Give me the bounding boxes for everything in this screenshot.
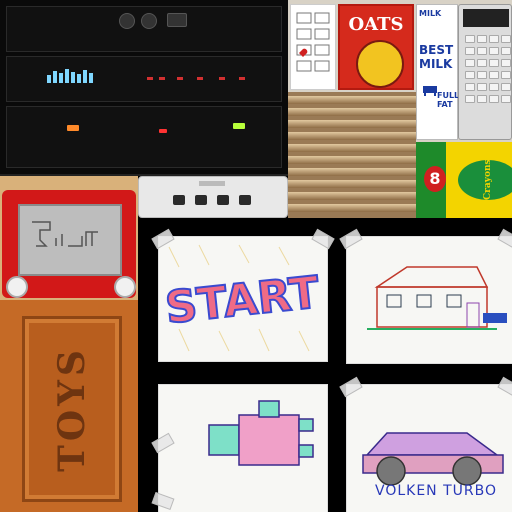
oats-title: OATS — [348, 14, 404, 35]
stereo-rack[interactable] — [0, 0, 288, 176]
start-label: START — [163, 267, 322, 334]
basket-weave — [288, 96, 416, 104]
house-drawing[interactable] — [339, 228, 512, 364]
ingredients-grid — [296, 12, 330, 72]
etch-sketch[interactable] — [2, 190, 136, 298]
toy-chest[interactable]: TOYS — [0, 300, 138, 512]
calculator-key[interactable] — [465, 83, 475, 91]
heart-icon — [299, 48, 308, 57]
basket-weave — [288, 192, 416, 200]
calculator-key[interactable] — [465, 71, 475, 79]
basket-weave — [288, 120, 416, 128]
robot-art — [208, 400, 314, 466]
ingredients-label-panel — [290, 4, 336, 90]
stereo-knob — [119, 13, 135, 29]
calculator-key[interactable] — [465, 59, 475, 67]
stereo-led-green — [233, 123, 245, 129]
controller-port[interactable] — [217, 195, 229, 205]
oats-box[interactable]: OATS — [338, 4, 414, 90]
calculator-key[interactable] — [501, 35, 511, 43]
basket-weave — [288, 132, 416, 140]
cow-icon — [423, 86, 437, 96]
crayons-brand-logo: Crayons — [458, 159, 512, 200]
pantry-shelf: OATS MILK BEST MILK FULL FAT — [288, 0, 512, 218]
house-art — [367, 266, 507, 330]
calculator-key[interactable] — [477, 35, 487, 43]
calculator-key[interactable] — [489, 47, 499, 55]
stereo-eq-bars — [47, 69, 245, 83]
milk-carton[interactable]: MILK BEST MILK FULL FAT — [416, 4, 460, 140]
calculator-key[interactable] — [489, 83, 499, 91]
stereo-knob — [141, 13, 157, 29]
stereo-led-orange — [67, 125, 79, 131]
basket-weave — [288, 180, 416, 188]
calculator-key[interactable] — [465, 47, 475, 55]
stereo-led-red — [159, 129, 167, 133]
basket-weave — [288, 204, 416, 212]
milk-brand-label: MILK — [419, 9, 442, 18]
stereo-button — [167, 13, 187, 27]
calculator-key[interactable] — [501, 83, 511, 91]
stereo-top-unit — [6, 6, 282, 52]
basket-weave — [288, 168, 416, 176]
calculator-key[interactable] — [477, 47, 487, 55]
toy-chest-panel: TOYS — [22, 316, 122, 502]
basket-weave — [288, 156, 416, 164]
start-drawing[interactable]: START — [151, 228, 335, 362]
calculator-key[interactable] — [477, 59, 487, 67]
etch-knob-right[interactable] — [114, 276, 136, 298]
basket-weave — [288, 144, 416, 152]
car-caption: VOLKEN TURBO — [375, 483, 498, 499]
oats-seal-icon — [356, 40, 404, 88]
calculator-key[interactable] — [477, 71, 487, 79]
etch-sketch-shelf — [0, 176, 138, 300]
etch-sketch-screen — [18, 204, 122, 276]
calculator-display — [463, 9, 509, 27]
calculator-key[interactable] — [477, 83, 487, 91]
calculator-key[interactable] — [489, 59, 499, 67]
milk-title: BEST MILK — [419, 43, 454, 71]
calculator-key[interactable] — [489, 35, 499, 43]
calculator-key[interactable] — [489, 71, 499, 79]
start-label-art: START — [162, 266, 323, 335]
stereo-equalizer-unit — [6, 56, 282, 102]
etch-knob-left[interactable] — [6, 276, 28, 298]
wicker-basket[interactable] — [288, 92, 416, 218]
crayons-count: 8 — [424, 166, 446, 192]
calculator-key[interactable] — [501, 95, 511, 103]
basket-weave — [288, 108, 416, 116]
calculator-key[interactable] — [477, 95, 487, 103]
calculator-key[interactable] — [489, 95, 499, 103]
start-scribble-bg — [168, 244, 310, 352]
car-drawing[interactable]: VOLKEN TURBO — [339, 376, 512, 512]
controller-port[interactable] — [239, 195, 251, 205]
start-button[interactable]: START — [159, 237, 327, 361]
car-art — [362, 432, 504, 486]
calculator-key[interactable] — [465, 35, 475, 43]
calculator[interactable] — [458, 4, 512, 140]
console-logo-plate — [199, 181, 225, 186]
crayons-box[interactable]: 8 Crayons — [416, 142, 512, 218]
controller-port[interactable] — [173, 195, 185, 205]
etch-scribble — [32, 221, 98, 247]
calculator-key[interactable] — [501, 59, 511, 67]
robot-drawing[interactable] — [151, 384, 328, 512]
calculator-key[interactable] — [501, 71, 511, 79]
car-icon — [483, 313, 507, 323]
controller-port[interactable] — [195, 195, 207, 205]
toys-label: TOYS — [51, 346, 94, 472]
calculator-key[interactable] — [501, 47, 511, 55]
milk-fat-label: FULL FAT — [437, 91, 460, 109]
calculator-key[interactable] — [465, 95, 475, 103]
game-console[interactable] — [138, 176, 288, 218]
stereo-bottom-unit — [6, 106, 282, 168]
